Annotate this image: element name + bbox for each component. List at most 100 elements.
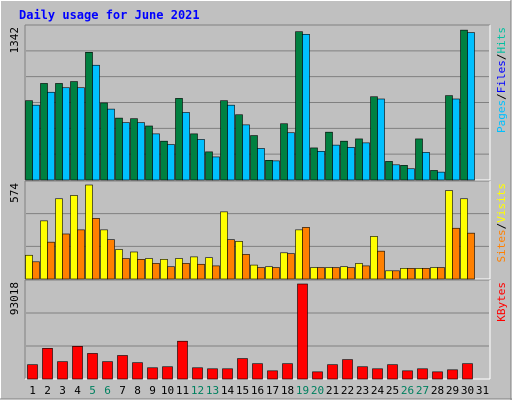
bar-pages-19 [302,33,310,181]
bar-pages-21 [332,144,340,181]
bar-kbytes-21 [327,364,338,380]
bar-sites-14 [227,239,235,280]
bar-visits-20 [310,267,318,280]
bar-pages-5 [92,64,100,181]
bar-hits-10 [160,140,168,181]
bar-sites-6 [107,239,115,280]
bar-pages-13 [212,156,220,181]
x-tick-label: 3 [59,384,66,397]
bar-pages-8 [137,122,145,181]
bar-pages-23 [362,142,370,181]
bar-hits-22 [340,140,348,181]
bar-visits-7 [115,249,123,280]
bar-sites-1 [32,261,40,280]
bar-sites-9 [152,263,160,280]
bar-visits-18 [280,252,288,280]
bar-hits-14 [220,100,228,181]
bar-pages-15 [242,124,250,181]
x-tick-label: 28 [431,384,444,397]
bar-sites-28 [437,267,445,280]
legend-pages: Pages [495,100,508,133]
bar-hits-11 [175,98,183,181]
bar-hits-21 [325,131,333,181]
chart-title: Daily usage for June 2021 [19,8,200,22]
bar-kbytes-7 [117,355,128,380]
x-tick-label: 30 [461,384,474,397]
x-tick-label: 19 [296,384,309,397]
bar-pages-24 [377,98,385,181]
x-tick-label: 4 [74,384,81,397]
bar-kbytes-2 [42,348,53,380]
bar-sites-7 [122,258,130,280]
bar-sites-4 [77,229,85,280]
bar-visits-30 [460,198,468,280]
bar-pages-6 [107,108,115,181]
bar-pages-7 [122,122,130,181]
bar-kbytes-12 [192,367,203,380]
bar-visits-24 [370,236,378,280]
bar-pages-16 [257,148,265,181]
bar-hits-16 [250,135,258,181]
bar-sites-25 [392,270,400,280]
bar-kbytes-4 [72,346,83,380]
bar-kbytes-29 [447,369,458,380]
bar-kbytes-15 [237,358,248,380]
bar-kbytes-13 [207,368,218,380]
bar-sites-3 [62,233,70,280]
bar-sites-30 [467,232,475,280]
bar-hits-26 [400,165,408,181]
bar-sites-26 [407,268,415,280]
bar-kbytes-20 [312,371,323,380]
bar-pages-18 [287,132,295,181]
bar-hits-9 [145,125,153,181]
bar-visits-26 [400,268,408,280]
bar-kbytes-9 [147,367,158,380]
x-tick-label: 20 [311,384,324,397]
bar-kbytes-3 [57,361,68,380]
bar-sites-15 [242,254,250,280]
x-tick-label: 1 [29,384,36,397]
bar-hits-29 [445,95,453,181]
bar-hits-25 [385,161,393,181]
bar-kbytes-1 [27,364,38,380]
bar-hits-27 [415,138,423,181]
bar-sites-19 [302,227,310,280]
bar-sites-27 [422,268,430,280]
bar-kbytes-8 [132,362,143,380]
legend: Pages/Files/Hits [495,27,508,133]
bar-pages-2 [47,91,55,181]
bar-hits-13 [205,151,213,181]
bar-visits-21 [325,267,333,280]
bar-visits-6 [100,229,108,280]
x-tick-label: 24 [371,384,385,397]
bar-kbytes-30 [462,363,473,380]
x-tick-label: 6 [104,384,111,397]
bar-sites-20 [317,267,325,280]
bar-hits-5 [85,51,93,181]
panel-3: 93018 KBytes [8,279,508,380]
bar-visits-4 [70,195,78,280]
bar-sites-16 [257,267,265,280]
y-max-label: 574 [8,183,21,203]
bar-hits-24 [370,96,378,181]
bar-hits-4 [70,81,78,181]
bar-sites-5 [92,218,100,280]
bar-kbytes-26 [402,370,413,380]
bar-visits-1 [25,254,33,280]
bar-pages-9 [152,133,160,181]
bar-visits-9 [145,258,153,280]
legend-separator: / [495,54,508,61]
x-tick-label: 15 [236,384,249,397]
bar-pages-14 [227,104,235,181]
legend-sites: Sites [495,229,508,262]
x-tick-label: 11 [176,384,189,397]
bar-visits-16 [250,264,258,280]
bar-visits-2 [40,220,48,280]
bar-hits-18 [280,123,288,181]
x-tick-label: 25 [386,384,399,397]
bar-visits-8 [130,251,138,280]
bar-visits-10 [160,259,168,280]
bar-pages-22 [347,147,355,181]
bar-hits-30 [460,29,468,181]
bar-hits-6 [100,102,108,181]
